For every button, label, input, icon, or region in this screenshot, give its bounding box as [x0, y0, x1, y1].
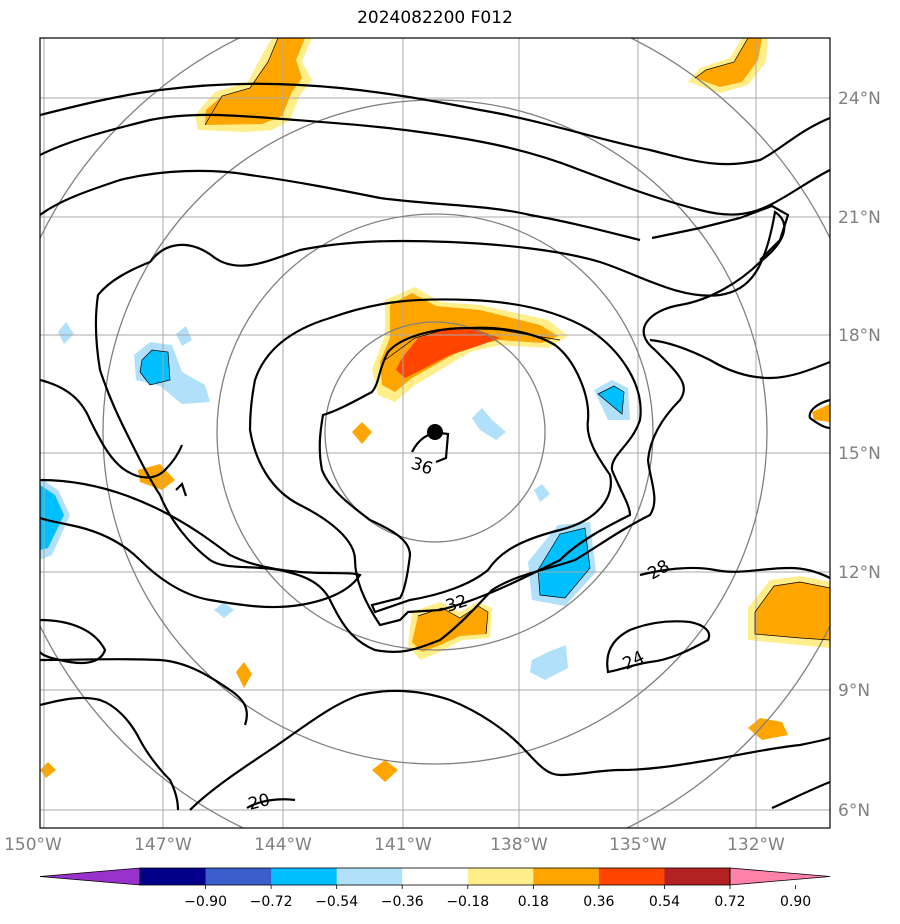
contour-28 — [94, 210, 786, 654]
lon-tick-label: 135°W — [609, 835, 667, 855]
shade-north-east-core — [695, 38, 762, 87]
contour-24-west — [40, 478, 362, 609]
colorbar-segment — [271, 868, 338, 885]
contour-24-east — [651, 204, 790, 261]
contour-20-b — [189, 689, 830, 811]
range-ring-1 — [324, 321, 546, 543]
neg-small-3 — [176, 326, 192, 346]
contour-28-east — [649, 338, 830, 380]
neg-small-1 — [472, 408, 506, 440]
contour-20-c — [40, 618, 107, 665]
colorbar-tick-label: 0.36 — [583, 894, 614, 910]
plot-title: 2024082200 F012 — [357, 8, 513, 28]
shade-south-center-core — [412, 606, 488, 652]
shade-north-west-core — [205, 38, 305, 125]
contour-20-d — [246, 798, 296, 809]
shade-east-core — [755, 582, 830, 640]
colorbar-tick-label: −0.54 — [315, 894, 358, 910]
neg-small-4 — [58, 322, 74, 344]
contour-28-south — [639, 566, 830, 579]
contour-20-a — [40, 696, 180, 811]
contour-24-upper — [40, 82, 830, 166]
colorbar-segment — [467, 868, 534, 885]
lon-tick-labels: 150°W 147°W 144°W 141°W 138°W 135°W 132°… — [4, 835, 785, 855]
colorbar-tick-label: −0.36 — [381, 894, 424, 910]
range-ring-3 — [102, 99, 768, 765]
shade-small-1 — [352, 422, 372, 444]
contour-32-west — [175, 481, 188, 497]
gridlines — [40, 38, 830, 828]
neg-east-small-core — [598, 386, 624, 414]
storm-center-marker — [427, 424, 443, 440]
colorbar-tick-label: 0.54 — [649, 894, 680, 910]
shade-small-3 — [236, 662, 252, 688]
contour-24-loop — [40, 378, 184, 479]
contour-24-south — [40, 658, 248, 726]
lon-tick-label: 150°W — [4, 835, 62, 855]
lat-tick-label: 6°N — [838, 801, 870, 821]
colorbar-segment — [336, 868, 403, 885]
shade-small-5 — [812, 404, 830, 422]
colorbar-tick-label: 0.72 — [714, 894, 745, 910]
colorbar-frame — [139, 867, 731, 886]
positive-shading — [40, 38, 830, 782]
contour-20-e — [771, 780, 830, 810]
lat-tick-label: 24°N — [838, 89, 881, 109]
colorbar-segment — [402, 868, 469, 885]
colorbar-tick-label: −0.72 — [250, 894, 293, 910]
colorbar-extend-low — [39, 867, 141, 886]
contour-28-east2 — [808, 398, 830, 430]
neg-small-2 — [530, 645, 568, 680]
range-ring-2 — [216, 213, 654, 651]
map-frame — [39, 37, 831, 829]
contour-24-lower — [40, 169, 641, 242]
colorbar-segment — [664, 868, 731, 885]
colorbar-segment — [140, 868, 207, 885]
colorbar-segment — [598, 868, 665, 885]
lat-tick-labels: 24°N 21°N 18°N 15°N 12°N 9°N 6°N — [838, 89, 881, 821]
lon-tick-label: 147°W — [134, 835, 192, 855]
lon-tick-label: 144°W — [254, 835, 312, 855]
colorbar-tick-label: −0.18 — [446, 894, 489, 910]
lat-tick-label: 18°N — [838, 326, 881, 346]
colorbar-tick-label: 0.90 — [780, 894, 811, 910]
contour-label-20: 20 — [246, 790, 272, 815]
lat-tick-label: 12°N — [838, 563, 881, 583]
colorbar-tick-label: −0.90 — [184, 894, 227, 910]
shade-small-6 — [40, 762, 56, 778]
range-rings — [40, 38, 830, 828]
colorbar-segment — [533, 868, 600, 885]
lon-tick-label: 138°W — [490, 835, 548, 855]
lat-tick-label: 9°N — [838, 681, 870, 701]
contour-24-mid — [40, 113, 830, 216]
neg-small-5 — [214, 602, 234, 618]
neg-small-6 — [534, 484, 550, 502]
shade-small-4 — [748, 718, 788, 740]
shade-center-north-core — [396, 328, 500, 378]
colorbar-segment — [205, 868, 272, 885]
contour-label-28: 28 — [645, 556, 674, 584]
lon-tick-label: 141°W — [374, 835, 432, 855]
shade-outlines — [139, 38, 830, 641]
neg-west-edge-core — [40, 485, 64, 550]
colorbar-tick-label: 0.18 — [518, 894, 549, 910]
map-area — [40, 38, 830, 828]
contour-32-inner — [318, 326, 612, 614]
colorbar-extend-high — [729, 867, 831, 886]
lon-tick-label: 132°W — [727, 835, 785, 855]
colorbar: −0.90 −0.72 −0.54 −0.36 −0.18 0.18 0.36 0.54 0.7… — [39, 867, 831, 910]
shade-small-2 — [372, 760, 398, 782]
lat-tick-label: 21°N — [838, 208, 881, 228]
contour-24-east2 — [606, 620, 711, 674]
contour-32-outer — [248, 298, 642, 627]
lat-tick-label: 15°N — [838, 444, 881, 464]
height-contours — [40, 82, 830, 811]
contour-label-36: 36 — [408, 454, 435, 480]
contour-label-24: 24 — [620, 647, 648, 674]
